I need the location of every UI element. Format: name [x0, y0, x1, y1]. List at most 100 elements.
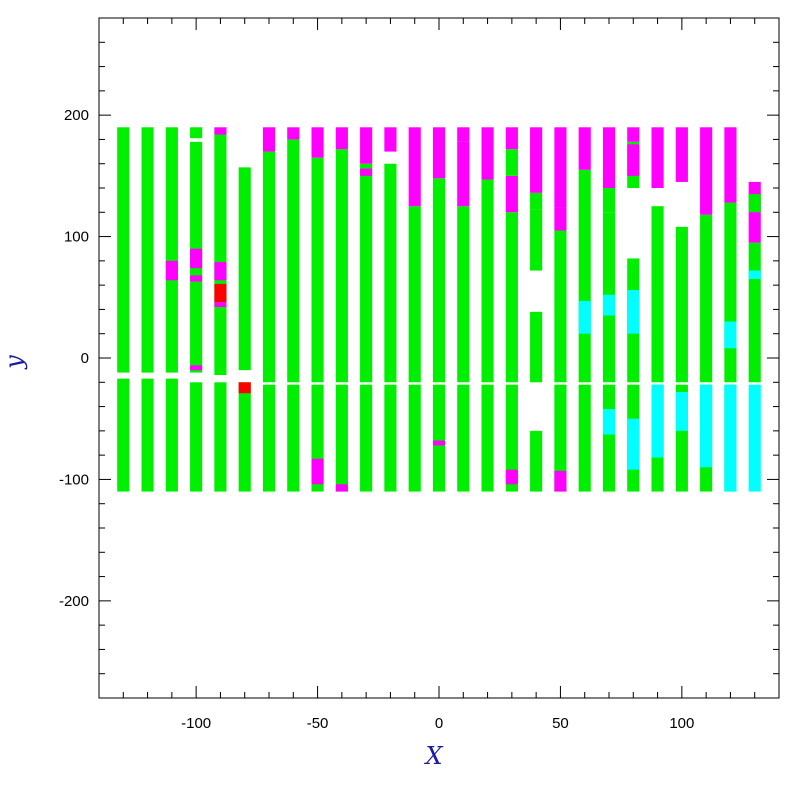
- strip-segment-23-1: [675, 127, 688, 182]
- strip-segment-7-2: [287, 384, 300, 492]
- strip-segment-12-1: [408, 127, 421, 207]
- x-axis-title: X: [423, 742, 443, 770]
- strip-segment-9-3: [335, 484, 348, 492]
- y-axis-title: y: [0, 355, 28, 370]
- strip-segment-19-0: [578, 169, 591, 383]
- x-tick-label: 100: [669, 715, 694, 732]
- strip-segment-12-2: [408, 384, 421, 492]
- strip-segment-16-4: [505, 384, 518, 492]
- strip-segment-17-2: [530, 192, 543, 210]
- strip-segment-8-0: [311, 157, 324, 383]
- strip-segment-22-0: [651, 206, 664, 383]
- strip-segment-18-4: [554, 470, 567, 492]
- y-tick-label: 0: [81, 350, 89, 367]
- strip-segment-17-1: [530, 209, 543, 271]
- strip-segment-15-0: [481, 179, 494, 383]
- strip-segment-7-1: [287, 127, 300, 140]
- strip-segment-25-1: [724, 127, 737, 203]
- strip-segment-19-2: [578, 300, 591, 334]
- strip-segment-16-2: [505, 149, 518, 176]
- strip-segment-2-2: [165, 378, 178, 492]
- strip-segment-22-1: [651, 127, 664, 188]
- y-tick-label: -100: [59, 471, 89, 488]
- strip-segment-23-0: [675, 226, 688, 383]
- strip-segment-5-2: [238, 382, 251, 394]
- strip-segment-4-2: [214, 262, 227, 281]
- strip-segment-26-4: [748, 384, 761, 492]
- y-tick-label: -200: [59, 593, 89, 610]
- strip-segment-14-3: [457, 384, 470, 492]
- x-tick-label: 0: [435, 715, 443, 732]
- strip-segment-10-3: [360, 384, 373, 492]
- strip-segment-1-1: [141, 378, 154, 492]
- strip-segment-3-3: [190, 275, 203, 282]
- strip-segment-1-0: [141, 127, 154, 373]
- strip-segment-24-0: [700, 214, 713, 383]
- strip-segment-9-0: [335, 149, 348, 383]
- strip-segment-20-2: [602, 127, 616, 188]
- strip-segment-22-3: [651, 384, 664, 458]
- strip-segment-19-3: [578, 384, 591, 492]
- strip-segment-7-0: [287, 139, 300, 383]
- strip-segment-12-0: [408, 206, 421, 383]
- strip-segment-17-4: [530, 430, 543, 492]
- strip-segment-8-3: [311, 458, 324, 485]
- axis-ticks: [99, 18, 779, 698]
- strip-segment-21-4: [627, 290, 640, 334]
- strip-segment-5-0: [238, 167, 251, 371]
- strip-segment-0-0: [117, 127, 130, 373]
- strip-segment-5-1: [238, 382, 251, 492]
- strip-segment-10-1: [360, 127, 373, 164]
- strip-segment-13-3: [432, 440, 446, 446]
- strip-segment-23-3: [675, 392, 688, 431]
- strip-segment-4-5: [214, 382, 227, 492]
- strip-segment-19-1: [578, 127, 591, 170]
- strip-segment-21-2: [627, 127, 640, 142]
- x-tick-label: -100: [181, 715, 211, 732]
- y-tick-label: 100: [64, 229, 89, 246]
- x-tick-label: -50: [307, 715, 329, 732]
- strip-segment-4-4: [214, 302, 227, 307]
- strip-segment-16-3: [505, 127, 518, 150]
- strip-segment-25-2: [724, 321, 737, 349]
- strip-segment-6-0: [262, 151, 276, 383]
- strip-segment-21-6: [627, 418, 640, 470]
- strip-segment-20-4: [602, 384, 616, 492]
- strip-segment-13-0: [432, 178, 446, 383]
- strip-segment-3-2: [190, 248, 203, 269]
- strip-segment-15-1: [481, 127, 494, 180]
- strip-segment-10-0: [360, 163, 373, 383]
- strip-segment-13-2: [432, 384, 446, 492]
- strip-segment-26-1: [748, 181, 761, 243]
- strip-segment-25-0: [724, 202, 737, 383]
- strip-segment-24-1: [700, 127, 713, 215]
- strip-segment-3-4: [190, 365, 203, 371]
- strip-segment-15-2: [481, 384, 494, 492]
- strip-segment-17-0: [530, 311, 543, 383]
- strip-segment-6-1: [262, 127, 276, 152]
- strip-segment-16-5: [505, 469, 518, 485]
- strip-segment-10-2: [360, 168, 373, 176]
- strip-segment-18-3: [554, 384, 567, 492]
- strip-segment-26-0: [748, 242, 761, 383]
- data-strips: [117, 127, 761, 492]
- strip-segment-11-2: [384, 384, 397, 492]
- x-tick-label: 50: [552, 715, 569, 732]
- strip-segment-14-0: [457, 206, 470, 383]
- strip-segment-16-1: [505, 175, 518, 213]
- strip-segment-26-2: [748, 194, 761, 213]
- strip-segment-14-1: [457, 141, 470, 207]
- strip-segment-18-2: [554, 127, 567, 208]
- strip-segment-26-3: [748, 270, 761, 280]
- strip-segment-13-1: [432, 127, 446, 179]
- strip-segment-17-3: [530, 127, 543, 193]
- strip-segment-9-1: [335, 127, 348, 150]
- strip-segment-3-1: [190, 127, 203, 139]
- strip-segment-2-1: [165, 260, 178, 281]
- strip-segment-16-0: [505, 212, 518, 383]
- strip-segment-14-2: [457, 127, 470, 142]
- strip-segment-4-0: [214, 132, 227, 375]
- strip-segment-18-1: [554, 207, 567, 231]
- strip-segment-6-2: [262, 384, 276, 492]
